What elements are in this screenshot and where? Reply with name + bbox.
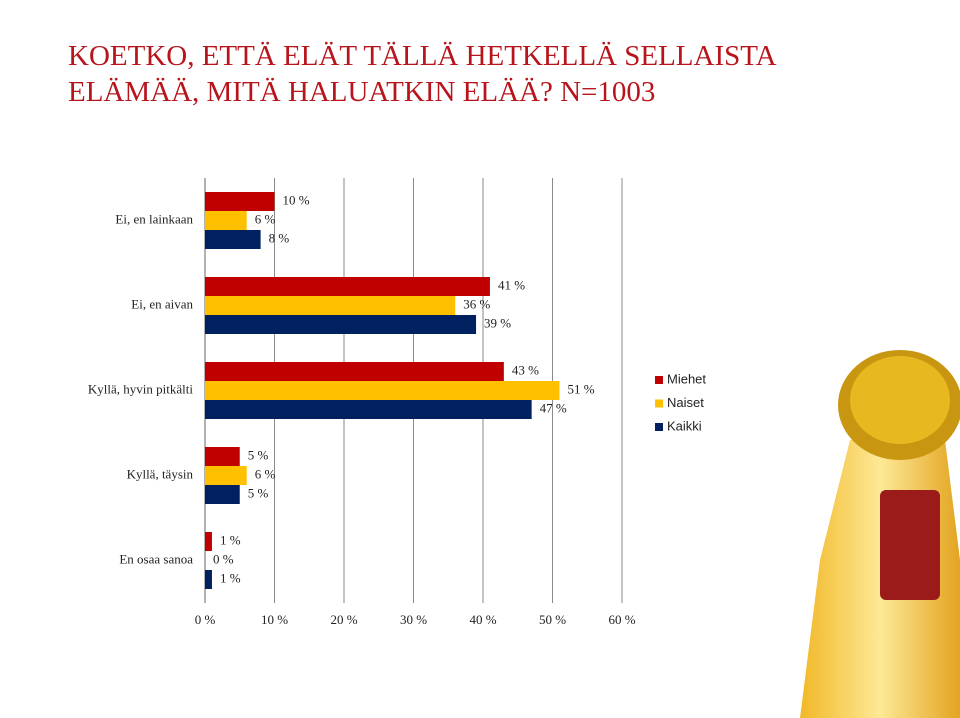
bar: [205, 447, 240, 466]
x-tick-label: 0 %: [195, 612, 216, 627]
value-label: 51 %: [567, 381, 594, 396]
bar: [205, 381, 560, 400]
x-tick-label: 50 %: [539, 612, 566, 627]
bar: [205, 192, 275, 211]
x-tick-label: 10 %: [261, 612, 288, 627]
bar: [205, 296, 456, 315]
legend-swatch: [655, 376, 663, 384]
value-label: 10 %: [283, 192, 310, 207]
bottle-decoration: [800, 350, 960, 718]
value-label: 36 %: [463, 296, 490, 311]
bar: [205, 485, 240, 504]
legend-label: Miehet: [667, 371, 706, 386]
y-tick-label: Kyllä, hyvin pitkälti: [88, 381, 193, 396]
value-label: 6 %: [255, 466, 276, 481]
bar: [205, 277, 490, 296]
y-tick-label: Ei, en lainkaan: [115, 211, 193, 226]
x-tick-label: 60 %: [608, 612, 635, 627]
chart-title: ELÄMÄÄ, MITÄ HALUATKIN ELÄÄ? N=1003: [68, 76, 655, 108]
value-label: 6 %: [255, 211, 276, 226]
y-tick-label: Kyllä, täysin: [127, 466, 194, 481]
legend-label: Naiset: [667, 395, 704, 410]
value-label: 1 %: [220, 532, 241, 547]
bar: [205, 362, 504, 381]
value-label: 41 %: [498, 277, 525, 292]
value-label: 47 %: [540, 400, 567, 415]
value-label: 5 %: [248, 447, 269, 462]
y-tick-label: En osaa sanoa: [119, 551, 193, 566]
value-label: 43 %: [512, 362, 539, 377]
bar: [205, 466, 247, 485]
x-tick-label: 30 %: [400, 612, 427, 627]
value-label: 8 %: [269, 230, 290, 245]
bar: [205, 570, 212, 589]
y-tick-label: Ei, en aivan: [131, 296, 193, 311]
value-label: 39 %: [484, 315, 511, 330]
bar: [205, 230, 261, 249]
value-label: 1 %: [220, 570, 241, 585]
value-label: 5 %: [248, 485, 269, 500]
value-label: 0 %: [213, 551, 234, 566]
bar: [205, 315, 477, 334]
legend-swatch: [655, 399, 663, 408]
x-tick-label: 40 %: [469, 612, 496, 627]
bar: [205, 211, 247, 230]
bar: [205, 532, 212, 551]
bar: [205, 400, 532, 419]
legend-swatch: [655, 423, 663, 431]
x-tick-label: 20 %: [330, 612, 357, 627]
chart-title: KOETKO, ETTÄ ELÄT TÄLLÄ HETKELLÄ SELLAIS…: [68, 40, 777, 72]
legend-label: Kaikki: [667, 418, 702, 433]
